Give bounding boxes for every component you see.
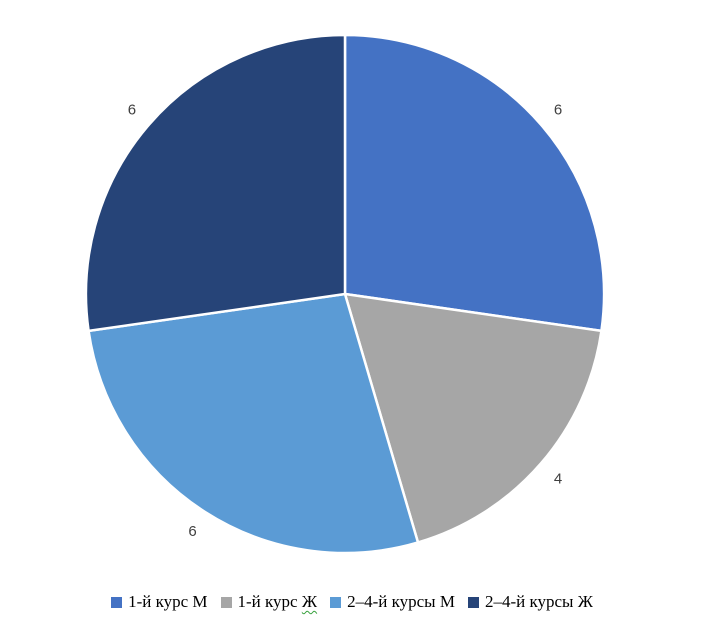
legend-label-prefix: 1-й курс [237, 592, 302, 611]
legend-label: 1-й курс Ж [238, 592, 318, 612]
pie-slice-2 [87, 292, 420, 555]
legend-item-1st-course-zh: 1-й курс Ж [220, 592, 318, 612]
pie-data-label-2: 6 [188, 523, 196, 540]
legend-item-2-4-courses-m: 2–4-й курсы М [330, 592, 455, 612]
legend-swatch [220, 596, 232, 608]
legend-item-2-4-courses-zh: 2–4-й курсы Ж [467, 592, 593, 612]
pie-slice-1 [343, 292, 603, 544]
chart-legend: 1-й курс М 1-й курс Ж 2–4-й курсы М 2–4-… [0, 589, 704, 615]
pie-slice-3 [84, 33, 347, 333]
pie-data-label-0: 6 [554, 101, 562, 118]
legend-swatch [111, 596, 123, 608]
legend-label-spellchecked-word: Ж [301, 592, 318, 611]
legend-swatch [467, 596, 479, 608]
pie-svg: 6 4 6 6 [84, 33, 606, 555]
legend-label: 2–4-й курсы М [347, 592, 455, 611]
legend-swatch [330, 596, 342, 608]
pie-data-label-3: 6 [128, 101, 136, 118]
pie-slice-0 [343, 33, 606, 333]
legend-item-1st-course-m: 1-й курс М [111, 592, 208, 612]
legend-label: 1-й курс М [128, 592, 208, 611]
legend-label: 2–4-й курсы Ж [484, 592, 593, 611]
pie-data-label-1: 4 [554, 471, 562, 488]
